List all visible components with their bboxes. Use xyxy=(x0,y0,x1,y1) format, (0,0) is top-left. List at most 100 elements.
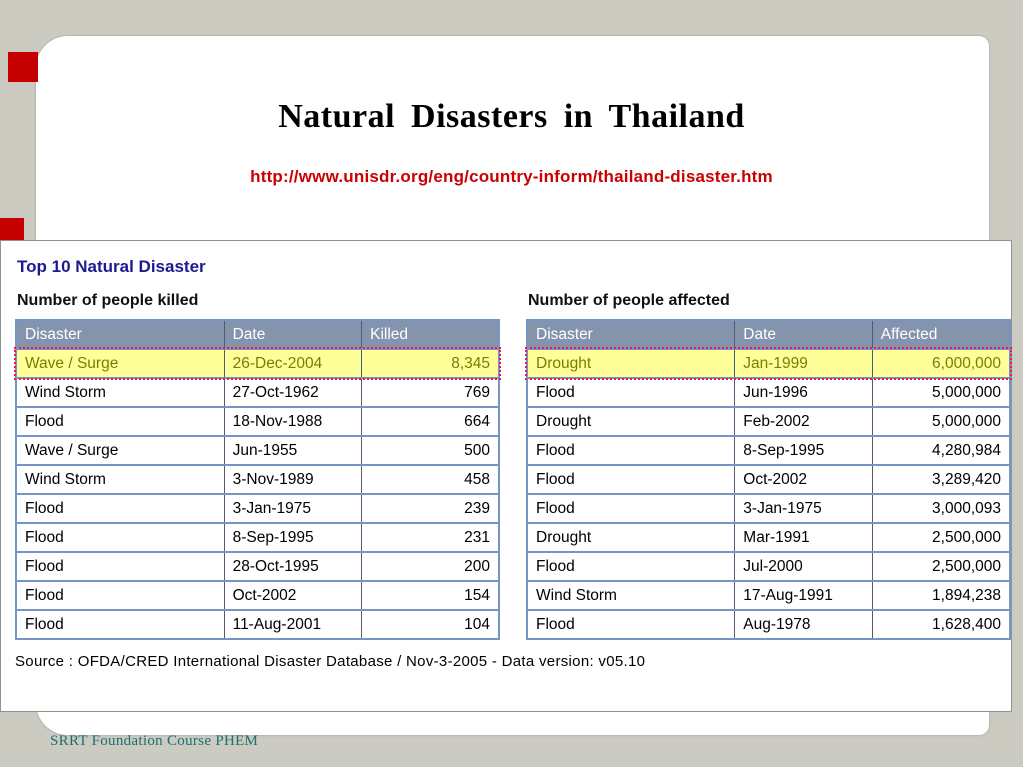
table-cell: Flood xyxy=(526,609,736,640)
table-row: Wave / Surge 26-Dec-2004 8,345 xyxy=(14,347,501,380)
table-cell: Jan-1999 xyxy=(734,348,873,379)
table-cell: Flood xyxy=(15,493,225,524)
table-cell: Drought xyxy=(526,522,736,553)
column-header: Affected xyxy=(871,319,1011,350)
table-cell: 231 xyxy=(361,522,500,553)
table-cell: 104 xyxy=(361,609,500,640)
table-row: Flood 8-Sep-1995 4,280,984 xyxy=(526,435,1011,466)
table-row: Flood Oct-2002 154 xyxy=(15,580,500,611)
table-row: Flood 11-Aug-2001 104 xyxy=(15,609,500,640)
table-header-row: Disaster Date Killed xyxy=(15,319,500,350)
table-cell: 200 xyxy=(361,551,500,582)
table-cell: 2,500,000 xyxy=(871,522,1011,553)
table-cell: Wave / Surge xyxy=(15,435,225,466)
table-cell: 3,289,420 xyxy=(871,464,1011,495)
table-cell: Drought xyxy=(526,406,736,437)
table-row: Flood Jun-1996 5,000,000 xyxy=(526,377,1011,408)
table-cell: 8-Sep-1995 xyxy=(223,522,363,553)
affected-table: Disaster Date Affected Drought Jan-1999 6,000… xyxy=(525,319,1012,640)
table-cell: 239 xyxy=(361,493,500,524)
table-cell: 1,628,400 xyxy=(871,609,1011,640)
table-cell: 11-Aug-2001 xyxy=(223,609,363,640)
table-cell: Flood xyxy=(15,551,225,582)
table-cell: Wind Storm xyxy=(526,580,736,611)
course-footer: SRRT Foundation Course PHEM xyxy=(50,733,259,749)
decor-red-square-top xyxy=(8,52,38,82)
table-cell: 28-Oct-1995 xyxy=(223,551,363,582)
killed-table-section: Number of people killed Disaster Date Kill… xyxy=(14,292,501,640)
table-row: Flood 8-Sep-1995 231 xyxy=(15,522,500,553)
table-cell: Wave / Surge xyxy=(15,348,225,379)
affected-table-title: Number of people affected xyxy=(528,292,730,309)
table-cell: Drought xyxy=(526,348,736,379)
table-cell: Feb-2002 xyxy=(734,406,873,437)
table-row: Drought Jan-1999 6,000,000 xyxy=(525,347,1012,380)
table-cell: Jul-2000 xyxy=(734,551,873,582)
table-cell: Flood xyxy=(526,493,736,524)
table-cell: 3-Jan-1975 xyxy=(223,493,363,524)
table-row: Flood 18-Nov-1988 664 xyxy=(15,406,500,437)
table-row: Drought Mar-1991 2,500,000 xyxy=(526,522,1011,553)
table-cell: Wind Storm xyxy=(15,464,225,495)
table-cell: 5,000,000 xyxy=(871,377,1011,408)
killed-table: Disaster Date Killed Wave / Surge 26-Dec-200… xyxy=(14,319,501,640)
table-row: Flood Aug-1978 1,628,400 xyxy=(526,609,1011,640)
table-cell: 17-Aug-1991 xyxy=(734,580,873,611)
table-header-row: Disaster Date Affected xyxy=(526,319,1011,350)
table-cell: 3-Jan-1975 xyxy=(734,493,873,524)
table-cell: Flood xyxy=(15,609,225,640)
table-cell: 458 xyxy=(361,464,500,495)
tables-row: Number of people killed Disaster Date Kill… xyxy=(14,292,1012,640)
table-cell: Oct-2002 xyxy=(734,464,873,495)
table-cell: Oct-2002 xyxy=(223,580,363,611)
source-url-link[interactable]: http://www.unisdr.org/eng/country-inform… xyxy=(250,167,773,186)
table-row: Wind Storm 27-Oct-1962 769 xyxy=(15,377,500,408)
table-row: Drought Feb-2002 5,000,000 xyxy=(526,406,1011,437)
table-cell: 769 xyxy=(361,377,500,408)
table-row: Flood Oct-2002 3,289,420 xyxy=(526,464,1011,495)
table-cell: 8-Sep-1995 xyxy=(734,435,873,466)
table-row: Wind Storm 17-Aug-1991 1,894,238 xyxy=(526,580,1011,611)
table-cell: Jun-1955 xyxy=(223,435,363,466)
table-cell: Flood xyxy=(15,522,225,553)
table-cell: Aug-1978 xyxy=(734,609,873,640)
affected-table-section: Number of people affected Disaster Date Af… xyxy=(525,292,1012,640)
table-cell: 3,000,093 xyxy=(871,493,1011,524)
column-header: Disaster xyxy=(15,319,225,350)
table-cell: 2,500,000 xyxy=(871,551,1011,582)
table-cell: 154 xyxy=(361,580,500,611)
table-cell: Flood xyxy=(526,435,736,466)
slide-title: Natural Disasters in Thailand xyxy=(278,98,745,135)
table-cell: 4,280,984 xyxy=(871,435,1011,466)
table-cell: 500 xyxy=(361,435,500,466)
table-cell: 664 xyxy=(361,406,500,437)
table-cell: Flood xyxy=(526,551,736,582)
table-cell: Flood xyxy=(526,377,736,408)
table-cell: Flood xyxy=(15,580,225,611)
table-row: Flood 3-Jan-1975 3,000,093 xyxy=(526,493,1011,524)
table-cell: Wind Storm xyxy=(15,377,225,408)
table-cell: 18-Nov-1988 xyxy=(223,406,363,437)
table-cell: 8,345 xyxy=(361,348,500,379)
data-source-note: Source : OFDA/CRED International Disaste… xyxy=(15,653,646,670)
table-row: Wave / Surge Jun-1955 500 xyxy=(15,435,500,466)
table-cell: Flood xyxy=(15,406,225,437)
table-row: Flood Jul-2000 2,500,000 xyxy=(526,551,1011,582)
table-cell: 26-Dec-2004 xyxy=(223,348,363,379)
column-header: Date xyxy=(223,319,363,350)
column-header: Disaster xyxy=(526,319,736,350)
table-row: Flood 28-Oct-1995 200 xyxy=(15,551,500,582)
killed-table-title: Number of people killed xyxy=(17,292,199,309)
table-cell: 3-Nov-1989 xyxy=(223,464,363,495)
table-cell: Flood xyxy=(526,464,736,495)
table-cell: 5,000,000 xyxy=(871,406,1011,437)
table-cell: Jun-1996 xyxy=(734,377,873,408)
column-header: Killed xyxy=(361,319,500,350)
table-cell: 6,000,000 xyxy=(871,348,1011,379)
table-cell: Mar-1991 xyxy=(734,522,873,553)
table-row: Wind Storm 3-Nov-1989 458 xyxy=(15,464,500,495)
column-header: Date xyxy=(734,319,873,350)
table-cell: 27-Oct-1962 xyxy=(223,377,363,408)
disaster-tables-panel: Top 10 Natural Disaster Number of people… xyxy=(0,240,1012,712)
